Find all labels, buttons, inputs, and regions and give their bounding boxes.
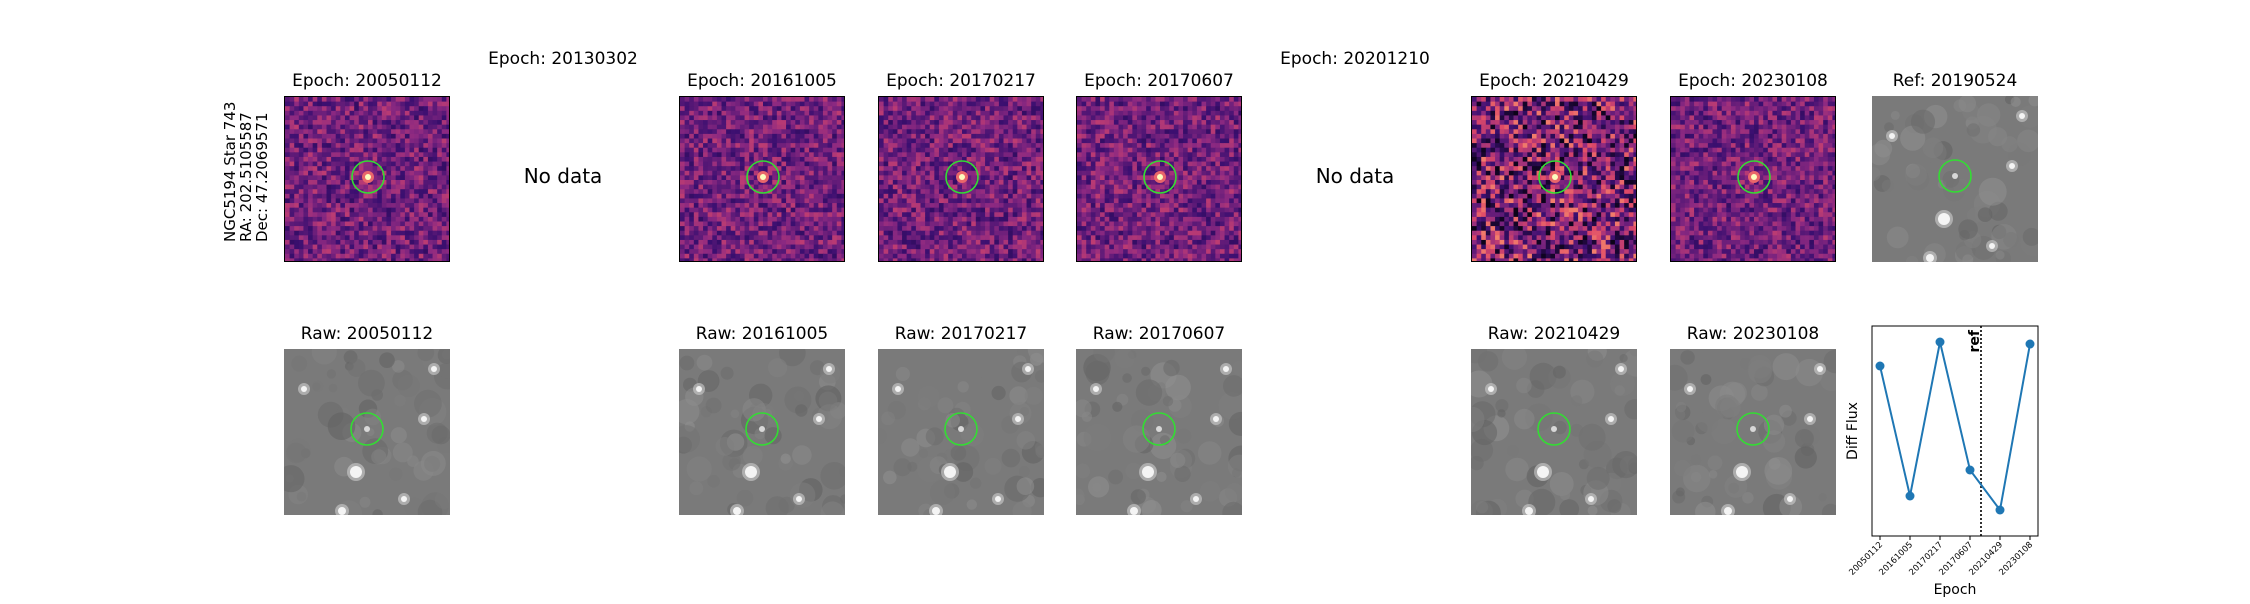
- ref-line-label: ref: [1967, 329, 1983, 352]
- epoch-title: Epoch: 20170217: [886, 71, 1036, 91]
- no-data-label: No data: [524, 164, 603, 188]
- x-axis-label: Epoch: [1934, 582, 1977, 598]
- data-point: [1876, 362, 1885, 371]
- star-info-label: NGC5194 Star 743 RA: 202.5105587 Dec: 47…: [222, 112, 242, 242]
- ref-image: [1872, 96, 2038, 262]
- epoch-title: Epoch: 20230108: [1678, 71, 1828, 91]
- epoch-title: Epoch: 20170607: [1084, 71, 1234, 91]
- raw-image: [284, 349, 450, 515]
- raw-title: Raw: 20161005: [696, 324, 829, 344]
- star-ra: RA: 202.5105587: [238, 102, 254, 242]
- raw-title: Raw: 20170217: [895, 324, 1028, 344]
- epoch-title: Epoch: 20201210: [1280, 49, 1430, 69]
- data-point: [1966, 466, 1975, 475]
- difference-image: [878, 96, 1044, 262]
- epoch-title: Epoch: 20210429: [1479, 71, 1629, 91]
- difference-image: [1670, 96, 1836, 262]
- raw-title: Raw: 20210429: [1488, 324, 1621, 344]
- raw-image: [1471, 349, 1637, 515]
- raw-title: Raw: 20230108: [1687, 324, 1820, 344]
- epoch-title: Epoch: 20130302: [488, 49, 638, 69]
- difference-image: [1471, 96, 1637, 262]
- epoch-title: Epoch: 20161005: [687, 71, 837, 91]
- data-point: [2026, 340, 2035, 349]
- raw-image: [1670, 349, 1836, 515]
- difference-image: [679, 96, 845, 262]
- epoch-title: Epoch: 20050112: [292, 71, 442, 91]
- raw-image: [679, 349, 845, 515]
- raw-title: Raw: 20050112: [301, 324, 434, 344]
- ref-title: Ref: 20190524: [1893, 71, 2018, 91]
- no-data-label: No data: [1316, 164, 1395, 188]
- star-name: NGC5194 Star 743: [222, 102, 238, 242]
- y-axis-label: Diff Flux: [1845, 402, 1861, 460]
- difference-image: [284, 96, 450, 262]
- star-dec: Dec: 47.2069571: [254, 102, 270, 242]
- raw-image: [878, 349, 1044, 515]
- light-curve-svg: ref2005011220161005201702172017060720210…: [1832, 322, 2052, 600]
- plot-frame: [1872, 326, 2038, 536]
- data-point: [1906, 492, 1915, 501]
- raw-image: [1076, 349, 1242, 515]
- raw-title: Raw: 20170607: [1093, 324, 1226, 344]
- data-point: [1996, 506, 2005, 515]
- data-point: [1936, 338, 1945, 347]
- difference-image: [1076, 96, 1242, 262]
